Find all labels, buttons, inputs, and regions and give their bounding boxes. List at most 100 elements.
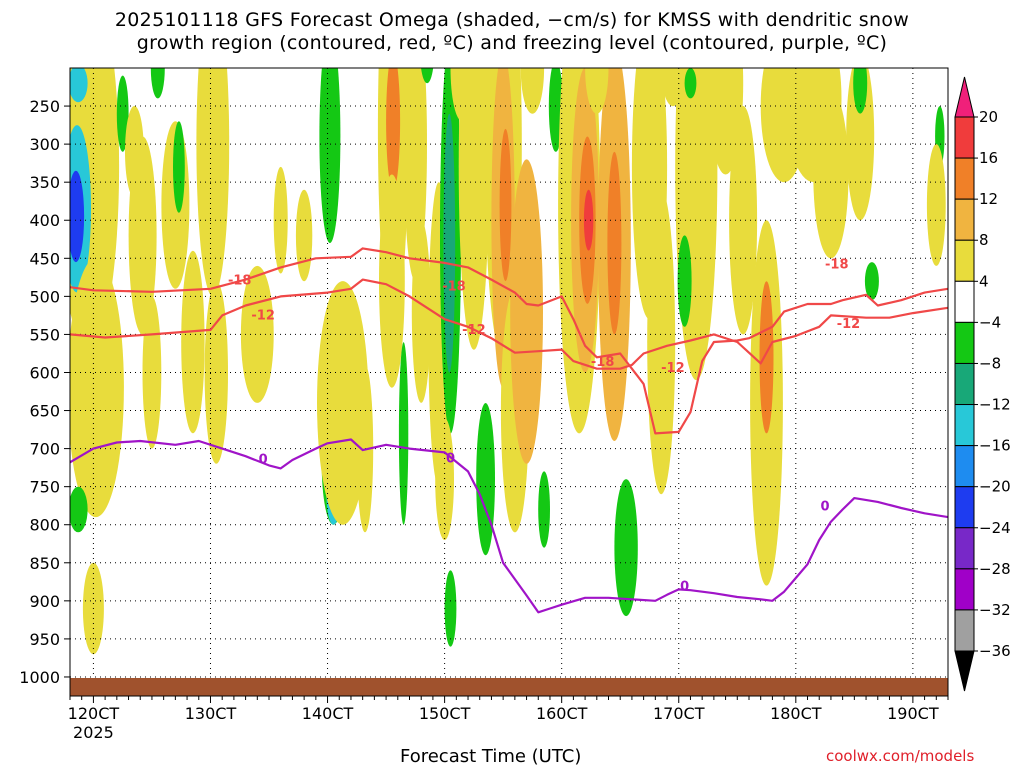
colorbar-bin-7	[954, 404, 975, 447]
x-axis: 120CT 130CT 140CT 150CT 160CT 170CT 180CT 190CT…	[68, 696, 949, 742]
x-tick-label-130: 130CT	[185, 704, 237, 723]
contour-label-0: -18	[228, 274, 252, 289]
ground-surface	[70, 678, 948, 696]
x-tick-label-190: 190CT	[887, 704, 939, 723]
x-tick-label-180: 180CT	[770, 704, 822, 723]
contour-label-2: -18	[591, 355, 615, 370]
omega-blob-40	[444, 570, 457, 647]
contour-label-6: -12	[661, 361, 685, 376]
colorbar-label-7: −12	[979, 396, 1011, 414]
x-tick-label-140: 140CT	[302, 704, 354, 723]
omega-blob-36	[421, 68, 434, 84]
colorbar-bin-10	[954, 527, 975, 570]
x-year-label: 2025	[73, 723, 114, 742]
contour-label-10: 0	[680, 580, 689, 595]
omega-blob-79	[926, 144, 946, 266]
chart-title-line-2: growth region (contoured, red, ºC) and f…	[136, 32, 888, 54]
y-tick-label-900: 900	[29, 592, 60, 611]
omega-blob-32	[379, 174, 405, 388]
colorbar-label-0: 20	[979, 108, 998, 126]
x-axis-label: Forecast Time (UTC)	[400, 746, 582, 767]
x-tick-label-160: 160CT	[536, 704, 588, 723]
colorbar-bin-1	[954, 157, 975, 200]
colorbar-bin-4	[954, 280, 975, 323]
contour-label-7: -12	[837, 317, 861, 332]
credit-link[interactable]: coolwx.com/models	[826, 747, 975, 765]
contour-label-4: -12	[251, 309, 275, 324]
omega-blob-7	[70, 258, 124, 518]
colorbar-label-1: 16	[979, 149, 998, 167]
contour-minus18c	[70, 247, 948, 435]
omega-blob-56	[583, 189, 594, 251]
omega-blob-43	[458, 68, 490, 350]
omega-blob-17	[181, 250, 205, 434]
plot-frame	[69, 67, 949, 697]
omega-blob-66	[677, 235, 692, 327]
omega-blob-73	[813, 90, 849, 259]
colorbar-bin-9	[954, 486, 975, 529]
omega-blob-49	[510, 159, 543, 464]
y-axis: 250 300 350 400 450 500 550 600 650 700 750 800 850 9…	[19, 97, 70, 687]
chart-title-line-1: 2025101118 GFS Forecast Omega (shaded, −…	[114, 9, 910, 31]
y-tick-label-400: 400	[29, 211, 60, 230]
colorbar-label-11: −28	[979, 560, 1011, 578]
y-tick-label-550: 550	[29, 325, 60, 344]
omega-blob-52	[538, 471, 550, 548]
colorbar-label-10: −24	[979, 519, 1011, 537]
omega-blob-10	[116, 75, 129, 152]
omega-blob-62	[647, 189, 676, 495]
contour-label-3: -18	[825, 258, 849, 273]
x-tick-label-170: 170CT	[653, 704, 705, 723]
omega-blob-44	[476, 403, 495, 556]
y-tick-label-250: 250	[29, 97, 60, 116]
colorbar-bottom-arrow	[954, 650, 975, 692]
colorbar-label-4: 4	[979, 272, 989, 290]
y-tick-label-500: 500	[29, 287, 60, 306]
contour-label-11: 0	[821, 500, 830, 515]
omega-blob-41	[435, 418, 454, 540]
omega-blob-59	[585, 68, 609, 114]
colorbar-bin-11	[954, 568, 975, 611]
colorbar-bin-8	[954, 445, 975, 488]
y-tick-label-1000: 1000	[19, 668, 60, 687]
omega-blob-39	[443, 113, 456, 373]
omega-blob-20	[222, 15, 234, 61]
contour-minus12c	[70, 278, 948, 370]
x-tick-label-150: 150CT	[419, 704, 471, 723]
colorbar-bin-2	[954, 198, 975, 241]
y-tick-label-850: 850	[29, 554, 60, 573]
colorbar-label-2: 12	[979, 190, 998, 208]
x-tick-label-120: 120CT	[68, 704, 120, 723]
contour-label-9: 0	[446, 452, 455, 467]
omega-blob-18	[196, 68, 230, 297]
omega-blob-31	[386, 68, 401, 190]
omega-blob-5	[70, 68, 88, 103]
omega-blob-35	[411, 220, 431, 403]
contour-label-5: -12	[462, 323, 486, 338]
omega-blob-76	[864, 262, 879, 301]
colorbar-label-9: −20	[979, 478, 1011, 496]
omega-blob-24	[319, 68, 341, 244]
omega-blob-23	[295, 189, 313, 282]
colorbar-bin-6	[954, 362, 975, 406]
y-tick-label-650: 650	[29, 402, 60, 421]
omega-blob-47	[499, 128, 512, 282]
omega-blob-58	[607, 151, 622, 335]
omega-blob-33	[398, 342, 409, 525]
contour-label-8: 0	[259, 453, 268, 468]
colorbar-bin-3	[954, 239, 975, 282]
y-tick-label-300: 300	[29, 135, 60, 154]
omega-blob-65	[684, 68, 697, 99]
omega-blob-68	[729, 106, 758, 335]
omega-blob-60	[614, 479, 638, 617]
colorbar-top-arrow	[954, 76, 975, 118]
colorbar: 20 16 12 8 4 −4 −8 −12 −16 −20 −24 −28 −32 −36	[954, 76, 1011, 692]
colorbar-bin-5	[954, 321, 975, 364]
contours	[70, 247, 948, 614]
omega-blob-12	[128, 136, 157, 335]
colorbar-label-6: −8	[979, 354, 1001, 372]
omega-blob-8	[70, 486, 88, 533]
colorbar-label-13: −36	[979, 642, 1011, 660]
omega-blob-28	[317, 281, 369, 525]
